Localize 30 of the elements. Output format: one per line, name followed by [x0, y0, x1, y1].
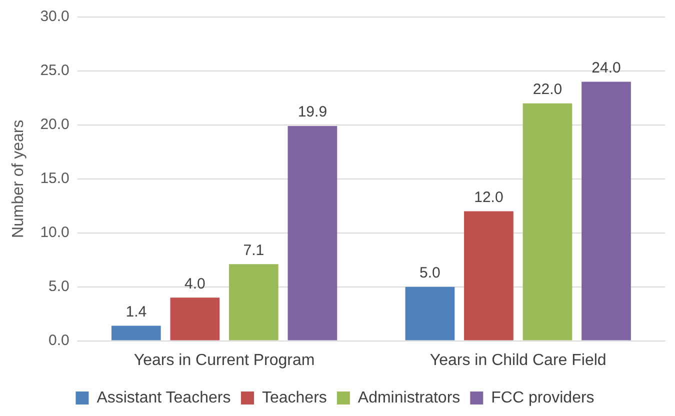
- y-tick-label: 5.0: [48, 278, 70, 295]
- bar: [582, 82, 631, 340]
- bar: [405, 286, 455, 340]
- y-tick-label: 25.0: [40, 62, 70, 80]
- y-axis-title: Number of years: [10, 120, 28, 238]
- data-label: 1.4: [126, 303, 147, 320]
- data-label: 22.0: [532, 80, 562, 98]
- y-tick-label: 10.0: [40, 224, 70, 242]
- data-label: 24.0: [592, 59, 621, 76]
- legend-label: FCC providers: [491, 389, 594, 406]
- y-tick-label: 30.0: [40, 8, 70, 26]
- legend-label: Administrators: [358, 389, 460, 406]
- y-tick-label: 15.0: [40, 170, 70, 188]
- y-tick-label: 20.0: [40, 116, 70, 134]
- data-label: 12.0: [474, 188, 504, 206]
- bar: [111, 326, 161, 340]
- bar: [464, 211, 514, 340]
- legend-label: Teachers: [262, 389, 327, 406]
- bar: [228, 264, 278, 340]
- bar: [170, 298, 220, 340]
- bar: [288, 126, 338, 340]
- legend-label: Assistant Teachers: [96, 389, 231, 406]
- data-label: 7.1: [243, 242, 264, 259]
- data-label: 5.0: [420, 264, 440, 282]
- x-tick-label: Years in Child Care Field: [430, 352, 606, 369]
- data-label: 19.9: [298, 104, 328, 121]
- bar: [522, 103, 572, 340]
- data-label: 4.0: [184, 275, 206, 292]
- y-tick-label: 0.0: [48, 332, 70, 349]
- x-tick-label: Years in Current Program: [134, 352, 315, 369]
